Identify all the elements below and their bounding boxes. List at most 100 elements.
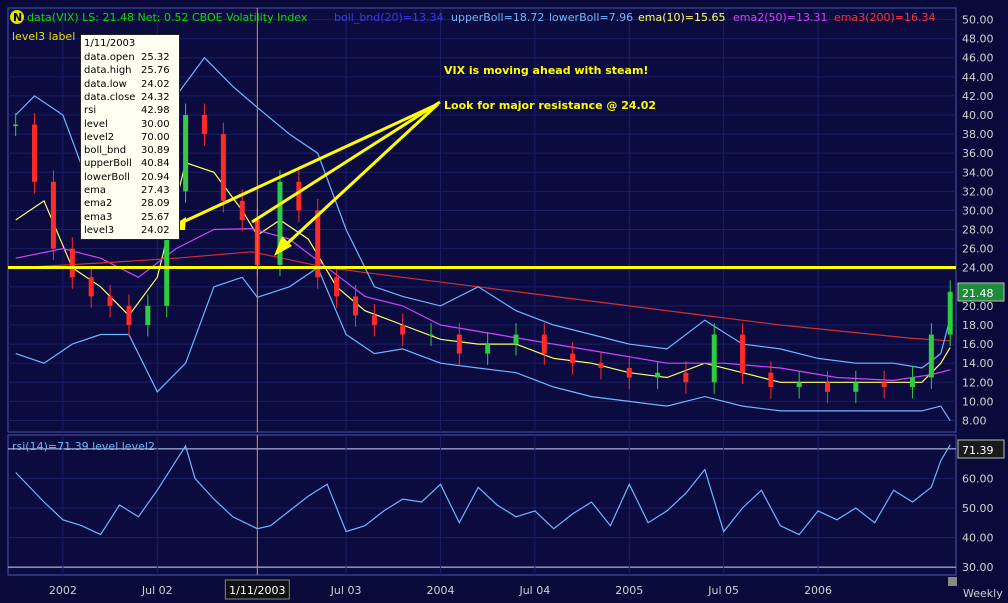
price-tick-label: 16.00 — [962, 338, 994, 351]
tooltip-row-boll-bnd: boll_bnd 30.89 — [84, 145, 176, 157]
candle-body — [183, 115, 189, 192]
header-upper-boll: upperBoll=18.72 — [451, 11, 544, 24]
annotation-steam: VIX is moving ahead with steam! — [444, 64, 648, 77]
candle-body — [853, 382, 859, 392]
tooltip-value: 42.98 — [141, 105, 170, 117]
price-tick-label: 18.00 — [962, 319, 994, 332]
header-ema2: ema2(50)=13.31 — [733, 11, 828, 24]
tooltip-value: 27.43 — [141, 185, 170, 196]
candle-body — [711, 334, 717, 383]
tooltip-value: 25.76 — [141, 65, 170, 77]
candle-body — [428, 334, 434, 337]
tooltip-row-rsi: rsi 42.98 — [84, 105, 176, 117]
candle-body — [541, 334, 547, 354]
arrow-to-resistance-head — [274, 236, 292, 256]
series-line-ema250 — [15, 227, 951, 382]
rsi-y-axis: 30.00 40.00 50.00 60.00 — [962, 472, 994, 574]
price-tick-label: 46.00 — [962, 52, 994, 65]
lock-icon[interactable] — [948, 577, 957, 586]
candle-body — [909, 377, 915, 388]
tooltip-value: 24.02 — [141, 224, 170, 236]
tooltip-value: 70.00 — [141, 131, 170, 143]
candle-body — [881, 382, 887, 388]
tooltip-key: data.open — [84, 52, 135, 63]
price-tick-label: 36.00 — [962, 147, 994, 160]
header-lower-boll: lowerBoll=7.96 — [549, 11, 633, 24]
tooltip-row-level2: level2 70.00 — [84, 132, 176, 144]
tooltip-value: 28.09 — [141, 198, 170, 210]
series-line-lowerboll — [15, 266, 951, 422]
tooltip-row-data-open: data.open 25.32 — [84, 52, 176, 64]
period-label[interactable]: Weekly — [963, 587, 1003, 600]
price-tick-label: 20.00 — [962, 300, 994, 313]
time-axis[interactable]: 2002 Jul 02 Jul 03 2004 Jul 04 2005 Jul 05 2006 — [0, 576, 1008, 603]
time-tick-label: 2002 — [49, 584, 77, 597]
data-tooltip: 1/11/2003 data.open 25.32 data.high 25.76 da… — [80, 34, 180, 240]
tooltip-row-lowerboll: lowerBoll 20.94 — [84, 172, 176, 184]
price-tick-label: 26.00 — [962, 243, 994, 256]
candle-body — [947, 291, 953, 335]
rsi-panel[interactable]: 30.00 40.00 50.00 60.00 — [7, 434, 994, 576]
tooltip-value: 30.00 — [141, 118, 170, 130]
tooltip-row-data-low: data.low 24.02 — [84, 79, 176, 91]
rsi-tick-label: 40.00 — [962, 532, 994, 545]
rsi-grid — [8, 435, 956, 575]
series-line-ema10 — [15, 161, 951, 383]
tooltip-row-level3: level3 24.02 — [84, 225, 176, 237]
rsi-tick-label: 60.00 — [962, 472, 994, 485]
price-tick-label: 14.00 — [962, 357, 994, 370]
header-ema3: ema3(200)=16.34 — [834, 11, 936, 24]
tooltip-key: boll_bnd — [84, 145, 127, 157]
time-tick-label: 2005 — [615, 584, 643, 597]
price-series-layer — [8, 56, 956, 422]
time-tick-label: 2006 — [804, 584, 832, 597]
price-tick-label: 34.00 — [962, 166, 994, 179]
candle-body — [88, 277, 94, 297]
tooltip-key: data.high — [84, 65, 132, 77]
chart-header: N data(VIX) LS: 21.48 Net: 0.52 CBOE Vol… — [10, 10, 936, 43]
price-tick-label: 42.00 — [962, 90, 994, 103]
symbol-icon[interactable] — [10, 10, 24, 24]
price-tick-label: 28.00 — [962, 224, 994, 237]
price-tick-label: 24.00 — [962, 262, 994, 275]
tooltip-value: 30.89 — [141, 145, 170, 157]
price-tick-label: 40.00 — [962, 109, 994, 122]
time-tick-label: 2004 — [426, 584, 454, 597]
arrow-to-resistance — [276, 102, 440, 254]
tooltip-value: 24.32 — [141, 91, 170, 103]
candle-body — [145, 305, 151, 325]
candle-body — [13, 124, 19, 127]
rsi-panel-frame — [7, 434, 957, 576]
tooltip-key: upperBoll — [84, 158, 132, 170]
tooltip-row-ema2: ema2 28.09 — [84, 198, 176, 210]
rsi-last-badge — [957, 439, 1005, 459]
last-price-badge — [957, 282, 1005, 302]
header-boll-bnd: boll_bnd(20)=13.34 — [334, 11, 444, 24]
candle-body — [353, 296, 359, 316]
arrow-to-tooltip — [169, 102, 439, 230]
candle-body — [296, 181, 302, 211]
tooltip-key: ema — [84, 185, 107, 196]
tooltip-value: 40.84 — [141, 158, 170, 170]
tooltip-key: level2 — [84, 131, 115, 143]
time-tick-label: Jul 05 — [707, 584, 739, 597]
candle-body — [400, 325, 406, 335]
candle-body — [456, 334, 462, 354]
candle-body — [740, 334, 746, 373]
symbol-icon-letter: N — [13, 11, 22, 24]
candle-body — [334, 277, 340, 297]
time-axis-background — [0, 576, 1008, 603]
candle-body — [513, 334, 519, 345]
rsi-series-layer — [15, 444, 951, 536]
tooltip-key: level — [84, 118, 108, 130]
price-tick-label: 30.00 — [962, 204, 994, 217]
price-tick-label: 50.00 — [962, 14, 994, 27]
tooltip-row-data-close: data.close 24.32 — [84, 92, 176, 104]
tooltip-key: data.low — [84, 78, 127, 90]
header-prefix: data(VIX) LS: 21.48 Net: 0.52 CBOE Volat… — [27, 11, 308, 24]
candle-body — [598, 363, 604, 368]
candle-body — [655, 372, 661, 378]
candle-body — [239, 200, 245, 220]
tooltip-value: 25.32 — [141, 52, 170, 63]
